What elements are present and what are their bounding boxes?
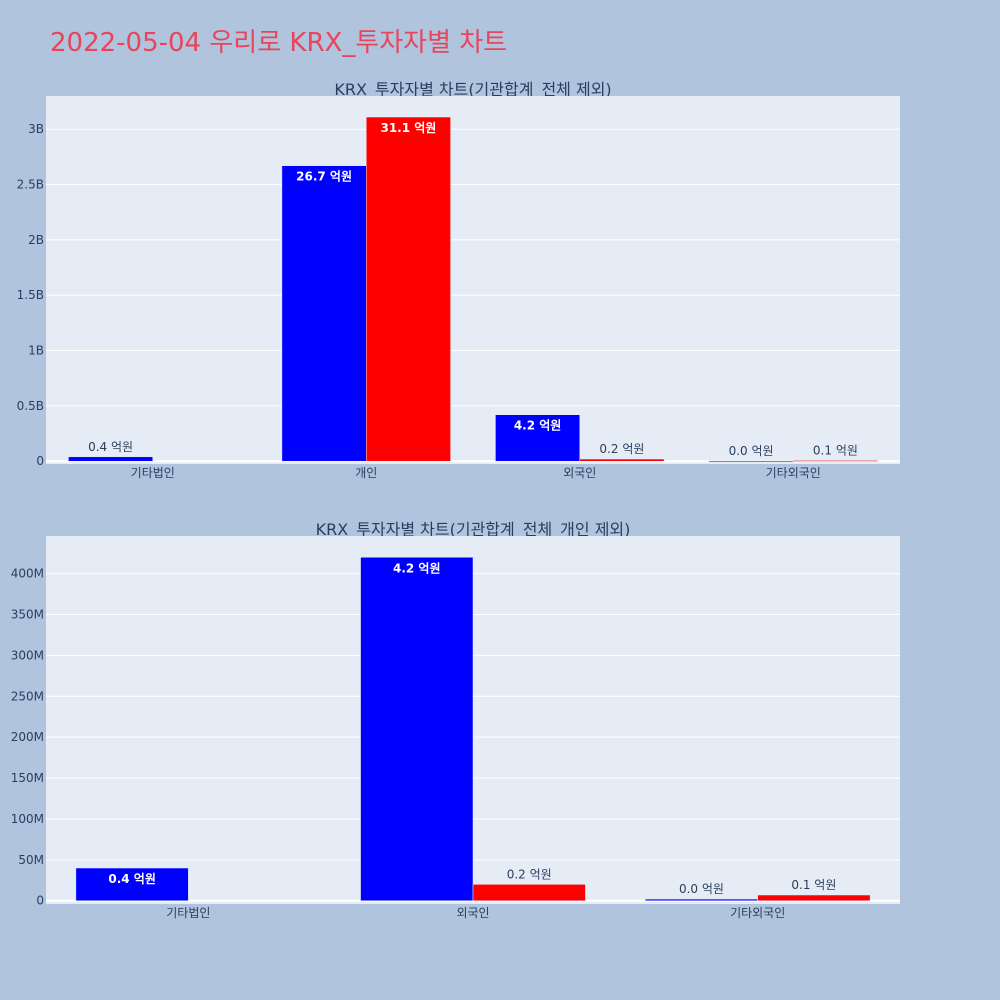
bar <box>708 460 794 463</box>
y-tick-label: 100M <box>11 812 44 826</box>
y-tick-label: 2B <box>28 233 44 247</box>
y-tick-label: 3B <box>28 122 44 136</box>
y-tick-label: 2.5B <box>17 178 44 192</box>
y-tick-label: 200M <box>11 730 44 744</box>
y-tick-label: 150M <box>11 771 44 785</box>
data-label: 4.2 억원 <box>393 561 441 575</box>
y-tick-label: 50M <box>18 853 44 867</box>
plot-area <box>46 96 900 464</box>
y-tick-label: 1.5B <box>17 288 44 302</box>
chart-top: KRX_투자자별 차트(기관합계_전체 제외) 0 0.5B 1B 1.5B 2B 2.5… <box>17 80 900 480</box>
y-tick-label: 350M <box>11 608 44 622</box>
x-tick-label: 개인 <box>355 466 377 480</box>
y-tick-label: 400M <box>11 567 44 581</box>
x-tick-label: 외국인 <box>563 466 596 480</box>
chart-top-title: KRX_투자자별 차트(기관합계_전체 제외) <box>334 80 611 100</box>
data-label: 31.1 억원 <box>380 121 436 135</box>
x-tick-label: 기타외국인 <box>730 906 785 920</box>
x-tick-label: 기타외국인 <box>766 466 821 480</box>
x-tick-label: 외국인 <box>456 906 489 920</box>
data-label: 0.4 억원 <box>108 872 156 886</box>
bar <box>579 458 665 462</box>
bar <box>472 884 586 901</box>
data-label: 26.7 억원 <box>296 170 352 184</box>
bar <box>75 867 189 901</box>
data-label: 4.2 억원 <box>514 419 562 433</box>
data-label: 0.0 억원 <box>679 882 724 896</box>
data-label: 0.1 억원 <box>813 443 858 457</box>
data-label: 0.0 억원 <box>729 444 774 458</box>
y-tick-label: 250M <box>11 689 44 703</box>
bar <box>68 456 153 462</box>
x-tick-label: 기타법인 <box>166 906 210 920</box>
chart-bottom-title: KRX_투자자별 차트(기관합계_전체_개인 제외) <box>316 520 631 540</box>
bar <box>495 414 581 462</box>
bar <box>793 460 878 462</box>
bar <box>644 898 758 901</box>
data-label: 0.2 억원 <box>599 442 644 456</box>
y-tick-label: 0.5B <box>17 399 44 413</box>
data-label: 0.2 억원 <box>507 867 552 881</box>
data-label: 0.1 억원 <box>791 878 836 892</box>
y-tick-label: 0 <box>36 894 44 908</box>
bar <box>757 894 871 901</box>
y-tick-label: 1B <box>28 344 44 358</box>
bar <box>360 557 474 901</box>
x-tick-label: 기타법인 <box>131 466 175 480</box>
bar <box>281 165 367 462</box>
y-tick-label: 0 <box>36 454 44 468</box>
bar <box>366 116 451 462</box>
chart-bottom: KRX_투자자별 차트(기관합계_전체_개인 제외) 0 50M 100M 150M 2… <box>11 520 900 920</box>
page-title: 2022-05-04 우리로 KRX_투자자별 차트 <box>50 28 508 58</box>
y-tick-label: 300M <box>11 648 44 662</box>
data-label: 0.4 억원 <box>88 440 133 454</box>
